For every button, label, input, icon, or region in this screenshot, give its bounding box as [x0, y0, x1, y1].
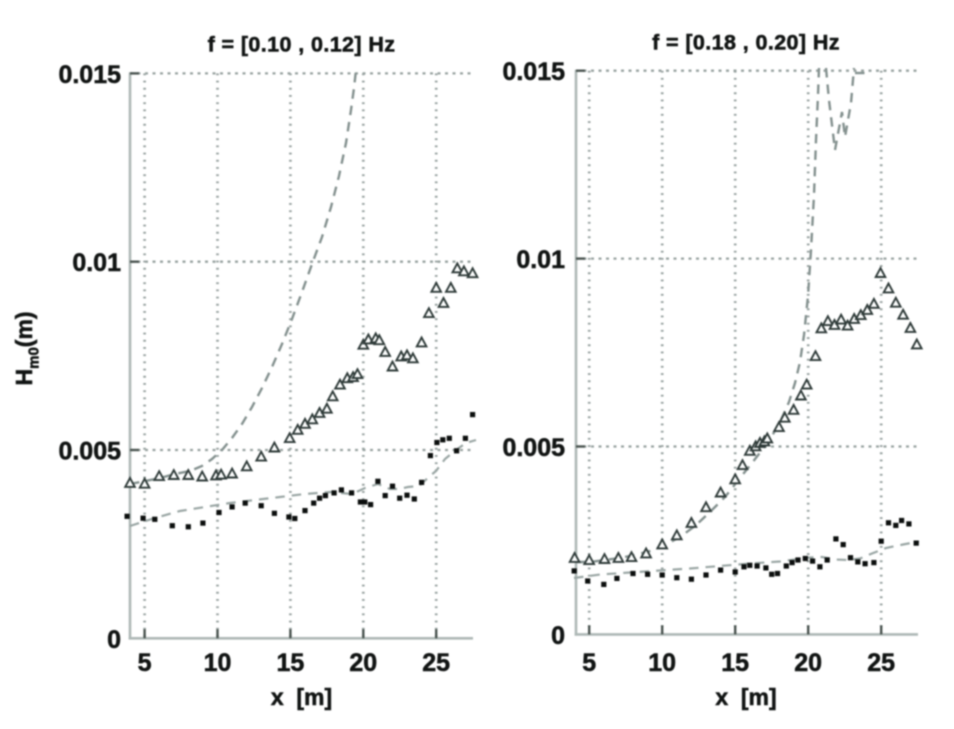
svg-text:0.005: 0.005 [58, 438, 121, 466]
svg-text:0.015: 0.015 [58, 61, 121, 89]
svg-text:15: 15 [276, 649, 304, 677]
svg-text:x [m]: x [m] [715, 684, 776, 710]
svg-text:20: 20 [794, 649, 822, 677]
svg-text:f = [0.18 , 0.20] Hz: f = [0.18 , 0.20] Hz [652, 31, 840, 55]
svg-text:15: 15 [721, 649, 749, 677]
svg-text:25: 25 [422, 649, 450, 677]
svg-text:0.01: 0.01 [516, 246, 565, 274]
svg-text:10: 10 [648, 649, 676, 677]
svg-text:20: 20 [349, 649, 377, 677]
svg-text:10: 10 [204, 649, 232, 677]
svg-text:25: 25 [867, 649, 895, 677]
svg-text:0: 0 [107, 626, 121, 654]
svg-text:5: 5 [138, 649, 152, 677]
svg-text:5: 5 [582, 649, 596, 677]
svg-text:x [m]: x [m] [271, 684, 332, 710]
svg-text:0.01: 0.01 [72, 249, 121, 277]
svg-text:0: 0 [551, 622, 565, 650]
svg-text:0.005: 0.005 [502, 434, 565, 462]
svg-text:f = [0.10 , 0.12] Hz: f = [0.10 , 0.12] Hz [208, 33, 396, 57]
svg-text:0.015: 0.015 [502, 58, 565, 86]
